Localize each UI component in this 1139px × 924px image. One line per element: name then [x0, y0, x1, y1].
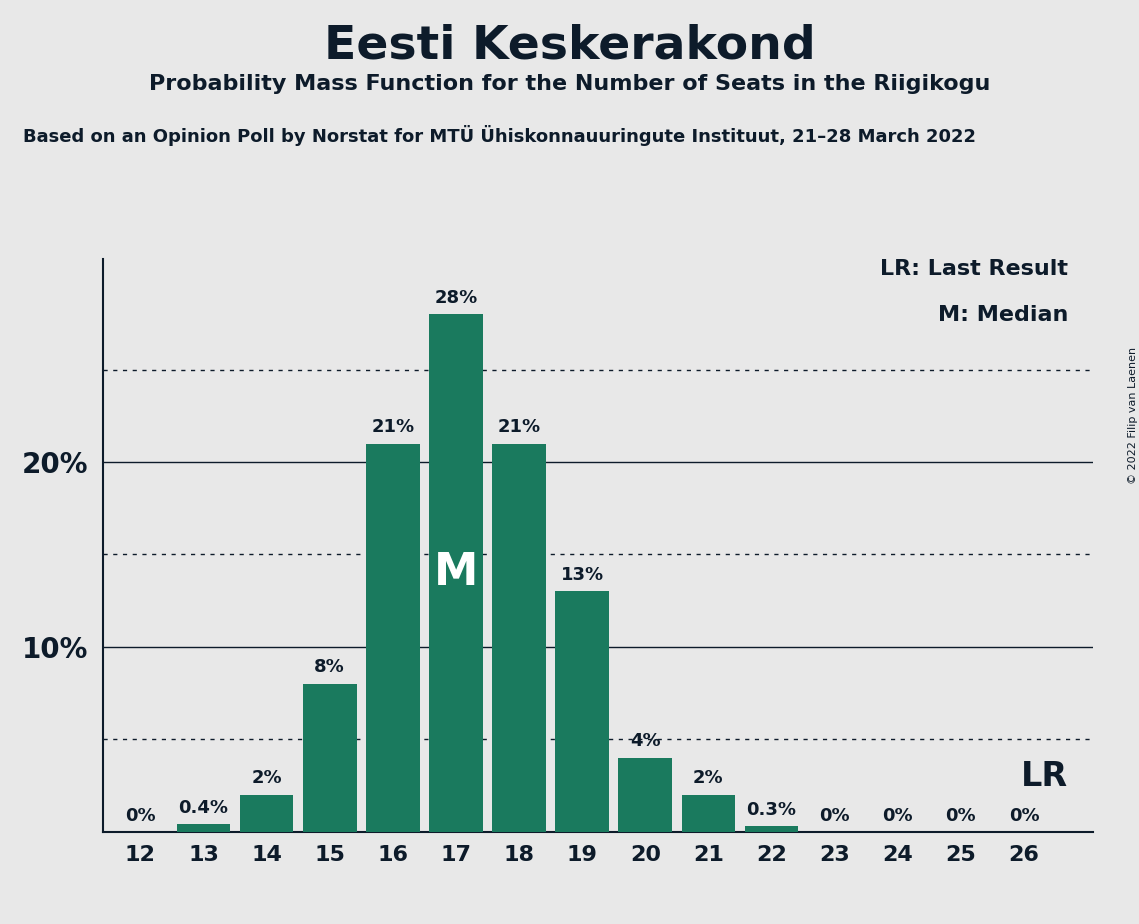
- Bar: [618, 758, 672, 832]
- Text: 0%: 0%: [1009, 808, 1039, 825]
- Bar: [492, 444, 546, 832]
- Text: 0%: 0%: [819, 808, 850, 825]
- Text: 21%: 21%: [498, 419, 541, 436]
- Text: Based on an Opinion Poll by Norstat for MTÜ Ühiskonnauuringute Instituut, 21–28 : Based on an Opinion Poll by Norstat for …: [23, 125, 976, 146]
- Text: 4%: 4%: [630, 733, 661, 750]
- Bar: [303, 684, 357, 832]
- Bar: [177, 824, 230, 832]
- Bar: [429, 314, 483, 832]
- Text: 0%: 0%: [883, 808, 913, 825]
- Text: 8%: 8%: [314, 659, 345, 676]
- Text: Probability Mass Function for the Number of Seats in the Riigikogu: Probability Mass Function for the Number…: [149, 74, 990, 94]
- Text: LR: LR: [1021, 760, 1068, 793]
- Bar: [240, 795, 294, 832]
- Text: 13%: 13%: [560, 566, 604, 584]
- Text: 28%: 28%: [434, 289, 477, 307]
- Text: M: M: [434, 552, 478, 594]
- Text: 0.3%: 0.3%: [746, 801, 796, 819]
- Text: 21%: 21%: [371, 419, 415, 436]
- Bar: [681, 795, 736, 832]
- Text: 0%: 0%: [945, 808, 976, 825]
- Text: Eesti Keskerakond: Eesti Keskerakond: [323, 23, 816, 68]
- Text: LR: Last Result: LR: Last Result: [880, 259, 1068, 279]
- Text: M: Median: M: Median: [937, 305, 1068, 325]
- Text: © 2022 Filip van Laenen: © 2022 Filip van Laenen: [1129, 347, 1138, 484]
- Bar: [366, 444, 419, 832]
- Bar: [745, 826, 798, 832]
- Text: 0.4%: 0.4%: [179, 799, 229, 817]
- Text: 2%: 2%: [252, 770, 282, 787]
- Bar: [556, 591, 609, 832]
- Text: 0%: 0%: [125, 808, 156, 825]
- Text: 2%: 2%: [694, 770, 723, 787]
